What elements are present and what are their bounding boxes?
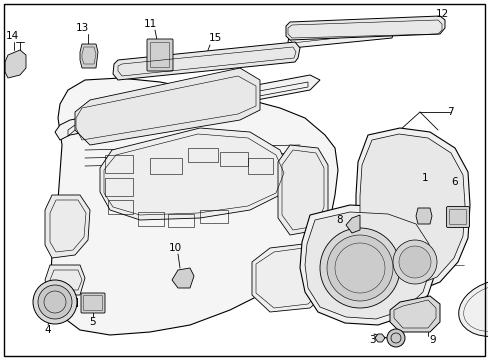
Text: 8: 8 (336, 215, 343, 225)
Polygon shape (251, 242, 334, 312)
Polygon shape (55, 75, 319, 140)
Text: 9: 9 (429, 335, 435, 345)
Polygon shape (50, 78, 337, 335)
Text: 13: 13 (75, 23, 88, 33)
FancyBboxPatch shape (147, 39, 173, 71)
Polygon shape (346, 215, 359, 233)
Text: 11: 11 (143, 19, 156, 29)
Polygon shape (305, 212, 430, 319)
Text: 14: 14 (5, 31, 19, 41)
FancyBboxPatch shape (446, 207, 468, 228)
Text: 4: 4 (44, 325, 51, 335)
Polygon shape (100, 128, 289, 220)
Polygon shape (75, 68, 260, 145)
Polygon shape (45, 265, 85, 295)
Polygon shape (285, 16, 444, 40)
Polygon shape (355, 128, 469, 294)
Polygon shape (389, 296, 439, 332)
Text: 10: 10 (168, 243, 181, 253)
Circle shape (33, 280, 77, 324)
Polygon shape (299, 205, 436, 325)
Text: 15: 15 (208, 33, 221, 43)
Text: 5: 5 (89, 317, 96, 327)
Polygon shape (113, 42, 299, 80)
Polygon shape (415, 208, 431, 224)
Circle shape (392, 240, 436, 284)
Polygon shape (80, 44, 98, 68)
Polygon shape (172, 268, 194, 288)
Text: 1: 1 (421, 173, 427, 183)
Circle shape (319, 228, 399, 308)
Polygon shape (5, 50, 26, 78)
Text: 3: 3 (368, 335, 375, 345)
Text: 12: 12 (434, 9, 447, 19)
Circle shape (326, 235, 392, 301)
Text: 6: 6 (451, 177, 457, 187)
Text: 7: 7 (446, 107, 452, 117)
Polygon shape (45, 195, 90, 258)
Polygon shape (359, 134, 464, 288)
Polygon shape (287, 22, 394, 48)
Circle shape (398, 246, 430, 278)
Polygon shape (374, 334, 384, 342)
Polygon shape (278, 145, 327, 235)
Circle shape (38, 285, 72, 319)
Circle shape (386, 329, 404, 347)
FancyBboxPatch shape (81, 293, 105, 313)
Ellipse shape (458, 279, 488, 337)
